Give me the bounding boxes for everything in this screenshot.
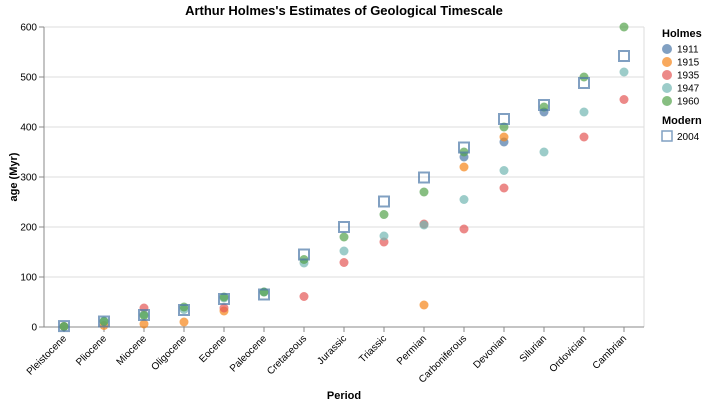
y-tick-label: 300 xyxy=(20,173,37,184)
point-1935 xyxy=(339,258,349,267)
point-1935 xyxy=(579,132,589,142)
point-2004 xyxy=(618,50,630,62)
legend-title-modern: Modern xyxy=(662,115,702,127)
point-2004 xyxy=(418,171,430,184)
x-tick-label: Cretaceous xyxy=(265,333,309,377)
x-tick-label: Permian xyxy=(395,333,429,367)
point-1947 xyxy=(539,147,549,157)
x-tick-label: Eocene xyxy=(197,333,229,365)
point-1960 xyxy=(179,302,189,312)
point-2004 xyxy=(258,288,270,301)
legend-symbol-1960 xyxy=(662,96,672,106)
legend-label-1947: 1947 xyxy=(677,84,700,95)
legend-label-1960: 1960 xyxy=(677,97,700,108)
point-1947 xyxy=(579,107,589,117)
point-2004 xyxy=(578,77,590,89)
x-tick-label: Cambrian xyxy=(591,333,629,371)
y-axis: 0 100 200 300 400 500 600 xyxy=(20,23,45,334)
point-2004 xyxy=(378,195,390,208)
point-2004 xyxy=(538,99,550,111)
x-tick-label: Ordovician xyxy=(548,333,590,375)
legend-symbol-1947 xyxy=(662,83,672,93)
point-1947 xyxy=(419,220,429,230)
point-1935 xyxy=(499,183,509,193)
x-axis: Pleistocene Pliocene Miocene Oligocene Eocen… xyxy=(25,326,644,386)
y-axis-title: age (Myr) xyxy=(8,152,20,201)
point-1915 xyxy=(459,162,469,172)
y-tick-label: 500 xyxy=(20,73,37,84)
y-tick-label: 600 xyxy=(20,23,37,34)
legend-label-1911: 1911 xyxy=(677,45,699,56)
point-1960 xyxy=(99,317,109,326)
point-1935 xyxy=(219,303,229,313)
chart-title: Arthur Holmes's Estimates of Geological … xyxy=(185,3,503,18)
point-2004 xyxy=(98,315,110,328)
x-tick-label: Triassic xyxy=(357,333,389,365)
x-tick-label: Pleistocene xyxy=(25,333,70,378)
point-1947 xyxy=(499,166,509,175)
legend-label-1915: 1915 xyxy=(677,58,700,69)
x-tick-label: Silurian xyxy=(518,333,549,364)
y-tick-label: 100 xyxy=(20,273,37,284)
data-marks xyxy=(58,22,630,333)
point-1960 xyxy=(59,322,69,331)
legend-title-holmes: Holmes xyxy=(662,28,702,40)
point-1915 xyxy=(499,132,509,142)
x-tick-label: Paleocene xyxy=(228,333,270,375)
x-tick-label: Miocene xyxy=(115,333,150,368)
point-1960 xyxy=(619,22,629,32)
point-2004 xyxy=(298,248,310,261)
x-tick-label: Jurassic xyxy=(315,333,349,367)
x-axis-title: Period xyxy=(327,390,361,402)
gridlines xyxy=(44,26,645,328)
point-1915 xyxy=(419,300,429,310)
x-tick-label: Devonian xyxy=(471,333,509,371)
point-1960 xyxy=(379,210,389,219)
point-1915 xyxy=(139,319,149,329)
point-1960 xyxy=(419,187,429,197)
point-1947 xyxy=(459,195,469,204)
point-1935 xyxy=(459,224,469,234)
legend: Holmes 1911 1915 1935 1947 1960 Modern 2004 xyxy=(661,28,702,143)
legend-symbol-1915 xyxy=(662,57,672,67)
point-2004 xyxy=(178,304,190,316)
legend-symbol-2004 xyxy=(661,130,673,142)
point-2004 xyxy=(58,320,70,333)
point-1935 xyxy=(299,292,309,301)
point-1960 xyxy=(339,232,349,242)
x-tick-label: Oligocene xyxy=(150,333,190,373)
point-2004 xyxy=(338,221,350,233)
point-2004 xyxy=(498,113,510,125)
point-1947 xyxy=(379,231,389,241)
point-1947 xyxy=(339,246,349,256)
y-tick-label: 200 xyxy=(20,223,37,234)
x-tick-label: Pliocene xyxy=(74,333,109,368)
y-tick-label: 0 xyxy=(31,323,37,334)
point-1947 xyxy=(619,67,629,77)
point-2004 xyxy=(458,141,470,154)
point-2004 xyxy=(138,309,150,321)
legend-label-2004: 2004 xyxy=(677,132,700,143)
point-2004 xyxy=(218,293,230,305)
point-1915 xyxy=(179,317,189,327)
legend-symbol-1935 xyxy=(662,70,672,80)
point-1960 xyxy=(139,311,149,320)
y-tick-label: 400 xyxy=(20,123,37,134)
point-1935 xyxy=(619,95,629,104)
legend-symbol-1911 xyxy=(662,44,672,54)
legend-label-1935: 1935 xyxy=(677,71,700,82)
